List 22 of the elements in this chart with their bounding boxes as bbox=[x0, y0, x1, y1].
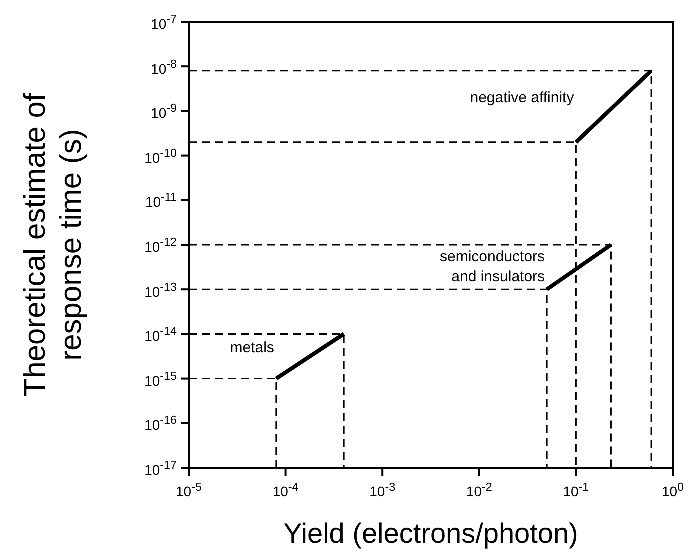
y-tick-label: 10$^{-16}$ bbox=[144, 414, 177, 434]
x-tick-label: 10$^{-3}$ bbox=[370, 480, 396, 500]
x-tick-label: 10$^{-5}$ bbox=[176, 480, 202, 500]
x-tick-label: 10$^{-4}$ bbox=[272, 480, 299, 500]
x-tick-label: 10$^{-1}$ bbox=[563, 480, 590, 500]
y-tick-label: 10$^{-14}$ bbox=[144, 324, 177, 344]
y-tick-label: 10$^{-12}$ bbox=[144, 235, 177, 255]
x-tick-label: 10$^{-2}$ bbox=[466, 480, 492, 500]
x-axis-title: Yield (electrons/photon) bbox=[284, 518, 578, 549]
y-tick-label: 10$^{-9}$ bbox=[151, 101, 177, 122]
y-tick-label: 10$^{-11}$ bbox=[145, 190, 177, 210]
series-label: metals bbox=[230, 340, 274, 356]
series-label: semiconductors and insulators bbox=[440, 248, 546, 286]
y-tick-label: 10$^{-8}$ bbox=[151, 56, 177, 76]
series-label: negative affinity bbox=[470, 90, 575, 107]
x-tick-label: 10$^{0}$ bbox=[662, 480, 684, 500]
y-tick-label: 10$^{-17}$ bbox=[144, 458, 177, 478]
y-tick-label: 10$^{-15}$ bbox=[144, 368, 177, 389]
y-tick-label: 10$^{-7}$ bbox=[151, 12, 177, 32]
y-tick-label: 10$^{-13}$ bbox=[144, 280, 177, 300]
y-axis-title: Theoretical estimate of response time (s) bbox=[19, 92, 88, 397]
y-tick-label: 10$^{-10}$ bbox=[144, 146, 177, 166]
